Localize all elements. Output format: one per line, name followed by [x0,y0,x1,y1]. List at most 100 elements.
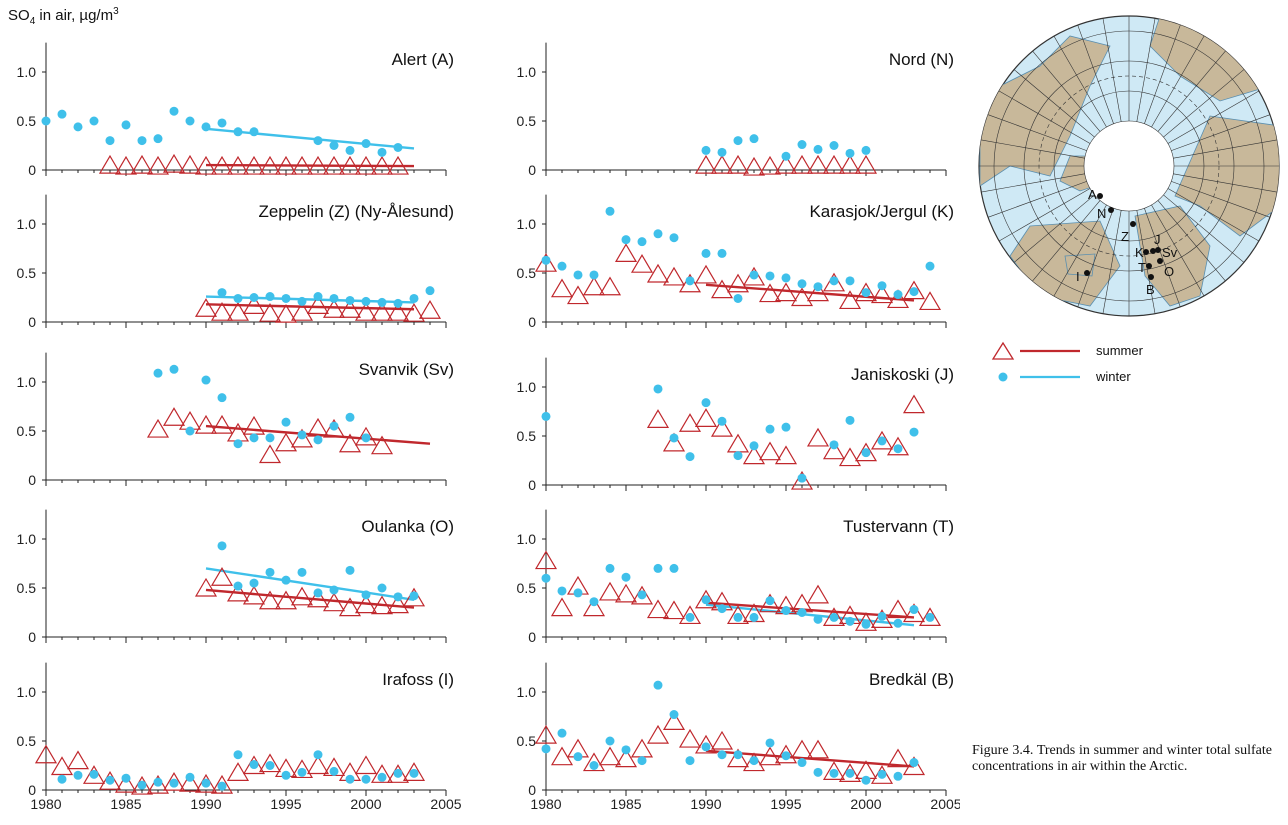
map-label-o: O [1164,264,1174,279]
summer-point [274,590,298,610]
winter-point [329,421,339,431]
summer-point [402,302,426,322]
summer-point [646,409,670,428]
summer-point [630,253,654,273]
winter-point [377,583,387,593]
summer-point [886,436,910,456]
winter-point [541,255,551,265]
winter-point [361,774,371,784]
winter-point [137,780,147,790]
y-tick-label: 0 [28,162,36,178]
winter-point [541,411,551,421]
chart-title: Karasjok/Jergul (K) [809,202,954,221]
y-tick-label: 0.5 [517,265,537,281]
summer-point [598,746,622,766]
winter-point [281,770,291,780]
summer-point [822,440,846,460]
winter-point [249,127,259,137]
winter-point [797,608,807,617]
summer-point [822,154,846,174]
summer-point [758,593,782,613]
summer-point [614,243,638,262]
map-stations [1084,193,1163,280]
summer-point [902,603,926,623]
winter-point [781,273,791,283]
summer-point [806,427,830,447]
chart-title: Svanvik (Sv) [359,360,454,379]
summer-point [838,763,862,782]
winter-point [829,612,839,622]
winter-point [137,136,147,146]
winter-point [621,235,631,245]
y-tick-label: 1.0 [17,216,37,232]
winter-point [877,769,887,779]
summer-point [790,739,814,759]
winter-point [653,229,663,239]
summer-point [290,428,314,448]
summer-point [306,295,330,314]
y-tick-label: 0.5 [17,423,37,439]
summer-point [678,605,702,625]
winter-point [73,122,83,132]
summer-point [274,432,298,452]
summer-point [418,300,442,319]
y-axis-label: SO4 in air, µg/m3 [8,6,119,27]
summer-point [386,594,410,614]
summer-point [534,253,558,272]
winter-point [829,440,839,450]
winter-point [297,767,307,777]
summer-point [678,273,702,293]
winter-point [329,766,339,776]
x-tick-label: 2005 [930,796,960,812]
summer-point [290,155,314,175]
summer-point [66,750,90,770]
summer-point [306,155,330,175]
winter-point [57,109,67,119]
chart-title: Bredkäl (B) [869,670,954,689]
winter-point [217,393,227,403]
chart-panel-6: 1.0 0.5 0 Janiskoski (J) [517,357,954,493]
winter-point [637,237,647,247]
summer-point [534,724,558,744]
map-label-k: K [1135,245,1144,260]
summer-point [726,154,750,174]
winter-point [589,270,599,280]
winter-point [733,750,743,760]
winter-point [233,127,243,137]
y-tick-label: 0 [528,782,536,798]
summer-point [822,761,846,780]
map-label-sv: Sv [1162,245,1178,260]
winter-point [345,295,355,305]
summer-point [370,595,394,615]
summer-point [774,282,798,302]
summer-point [386,302,410,321]
y-tick-label: 1.0 [517,64,537,80]
summer-point [338,299,362,318]
winter-point [41,116,51,126]
winter-point [765,271,775,281]
y-tick-label: 1.0 [17,531,37,547]
winter-point [233,293,243,303]
summer-point [870,609,894,628]
summer-point [886,289,910,309]
winter-point [685,452,695,462]
summer-point [726,433,750,453]
summer-point [870,284,894,304]
winter-point [233,439,243,449]
winter-point [909,605,919,615]
winter-point [233,581,243,591]
summer-point [338,433,362,453]
summer-point [902,280,926,300]
y-tick-label: 0 [528,162,536,178]
chart-panel-3: 1.0 0.5 0 Zeppelin (Z) (Ny-Ålesund) [17,194,454,330]
winter-point [781,751,791,761]
winter-point [313,292,323,302]
figure-caption: Figure 3.4. Trends in summer and winter … [972,743,1272,774]
winter-point [845,768,855,778]
y-tick-label: 0 [528,629,536,645]
summer-point [598,581,622,601]
summer-point [694,264,718,284]
y-tick-label: 1.0 [517,531,537,547]
summer-point [210,567,234,586]
